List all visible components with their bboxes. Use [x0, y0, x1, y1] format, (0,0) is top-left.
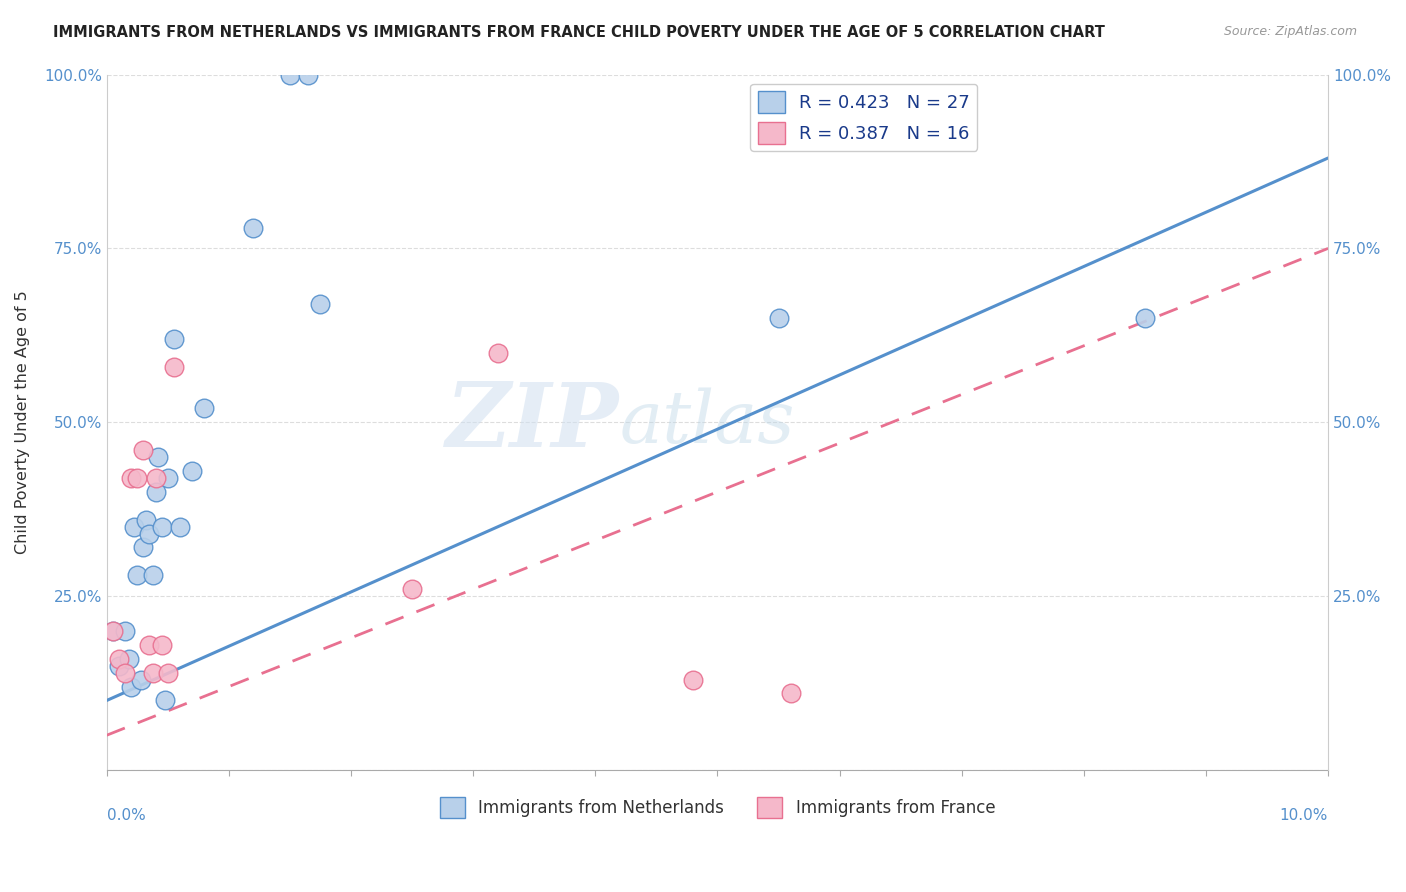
Point	[145, 471, 167, 485]
Point	[309, 297, 332, 311]
Point	[156, 665, 179, 680]
Point	[118, 651, 141, 665]
Text: Source: ZipAtlas.com: Source: ZipAtlas.com	[1223, 25, 1357, 38]
Text: atlas: atlas	[620, 387, 796, 458]
Point	[114, 665, 136, 680]
Point	[768, 310, 790, 325]
Point	[120, 680, 142, 694]
Point	[278, 68, 301, 82]
Text: 0.0%: 0.0%	[107, 808, 145, 823]
Point	[145, 484, 167, 499]
Point	[169, 519, 191, 533]
Point	[122, 519, 145, 533]
Point	[156, 471, 179, 485]
Text: IMMIGRANTS FROM NETHERLANDS VS IMMIGRANTS FROM FRANCE CHILD POVERTY UNDER THE AG: IMMIGRANTS FROM NETHERLANDS VS IMMIGRANT…	[53, 25, 1105, 40]
Point	[108, 658, 131, 673]
Point	[138, 526, 160, 541]
Point	[401, 582, 423, 597]
Point	[1133, 310, 1156, 325]
Point	[150, 519, 173, 533]
Legend: Immigrants from Netherlands, Immigrants from France: Immigrants from Netherlands, Immigrants …	[433, 790, 1002, 824]
Point	[486, 345, 509, 359]
Point	[155, 693, 177, 707]
Point	[297, 68, 319, 82]
Point	[120, 471, 142, 485]
Point	[181, 464, 204, 478]
Point	[193, 401, 215, 416]
Point	[242, 220, 264, 235]
Point	[114, 624, 136, 638]
Point	[682, 673, 704, 687]
Point	[132, 541, 155, 555]
Point	[150, 638, 173, 652]
Point	[163, 359, 186, 374]
Point	[146, 450, 169, 464]
Point	[138, 638, 160, 652]
Point	[101, 624, 124, 638]
Point	[101, 624, 124, 638]
Point	[132, 443, 155, 458]
Point	[142, 665, 165, 680]
Text: 10.0%: 10.0%	[1279, 808, 1329, 823]
Point	[779, 686, 801, 700]
Point	[127, 568, 149, 582]
Point	[127, 471, 149, 485]
Text: ZIP: ZIP	[446, 379, 620, 466]
Point	[163, 332, 186, 346]
Y-axis label: Child Poverty Under the Age of 5: Child Poverty Under the Age of 5	[15, 291, 30, 554]
Point	[142, 568, 165, 582]
Point	[129, 673, 152, 687]
Point	[135, 513, 157, 527]
Point	[108, 651, 131, 665]
